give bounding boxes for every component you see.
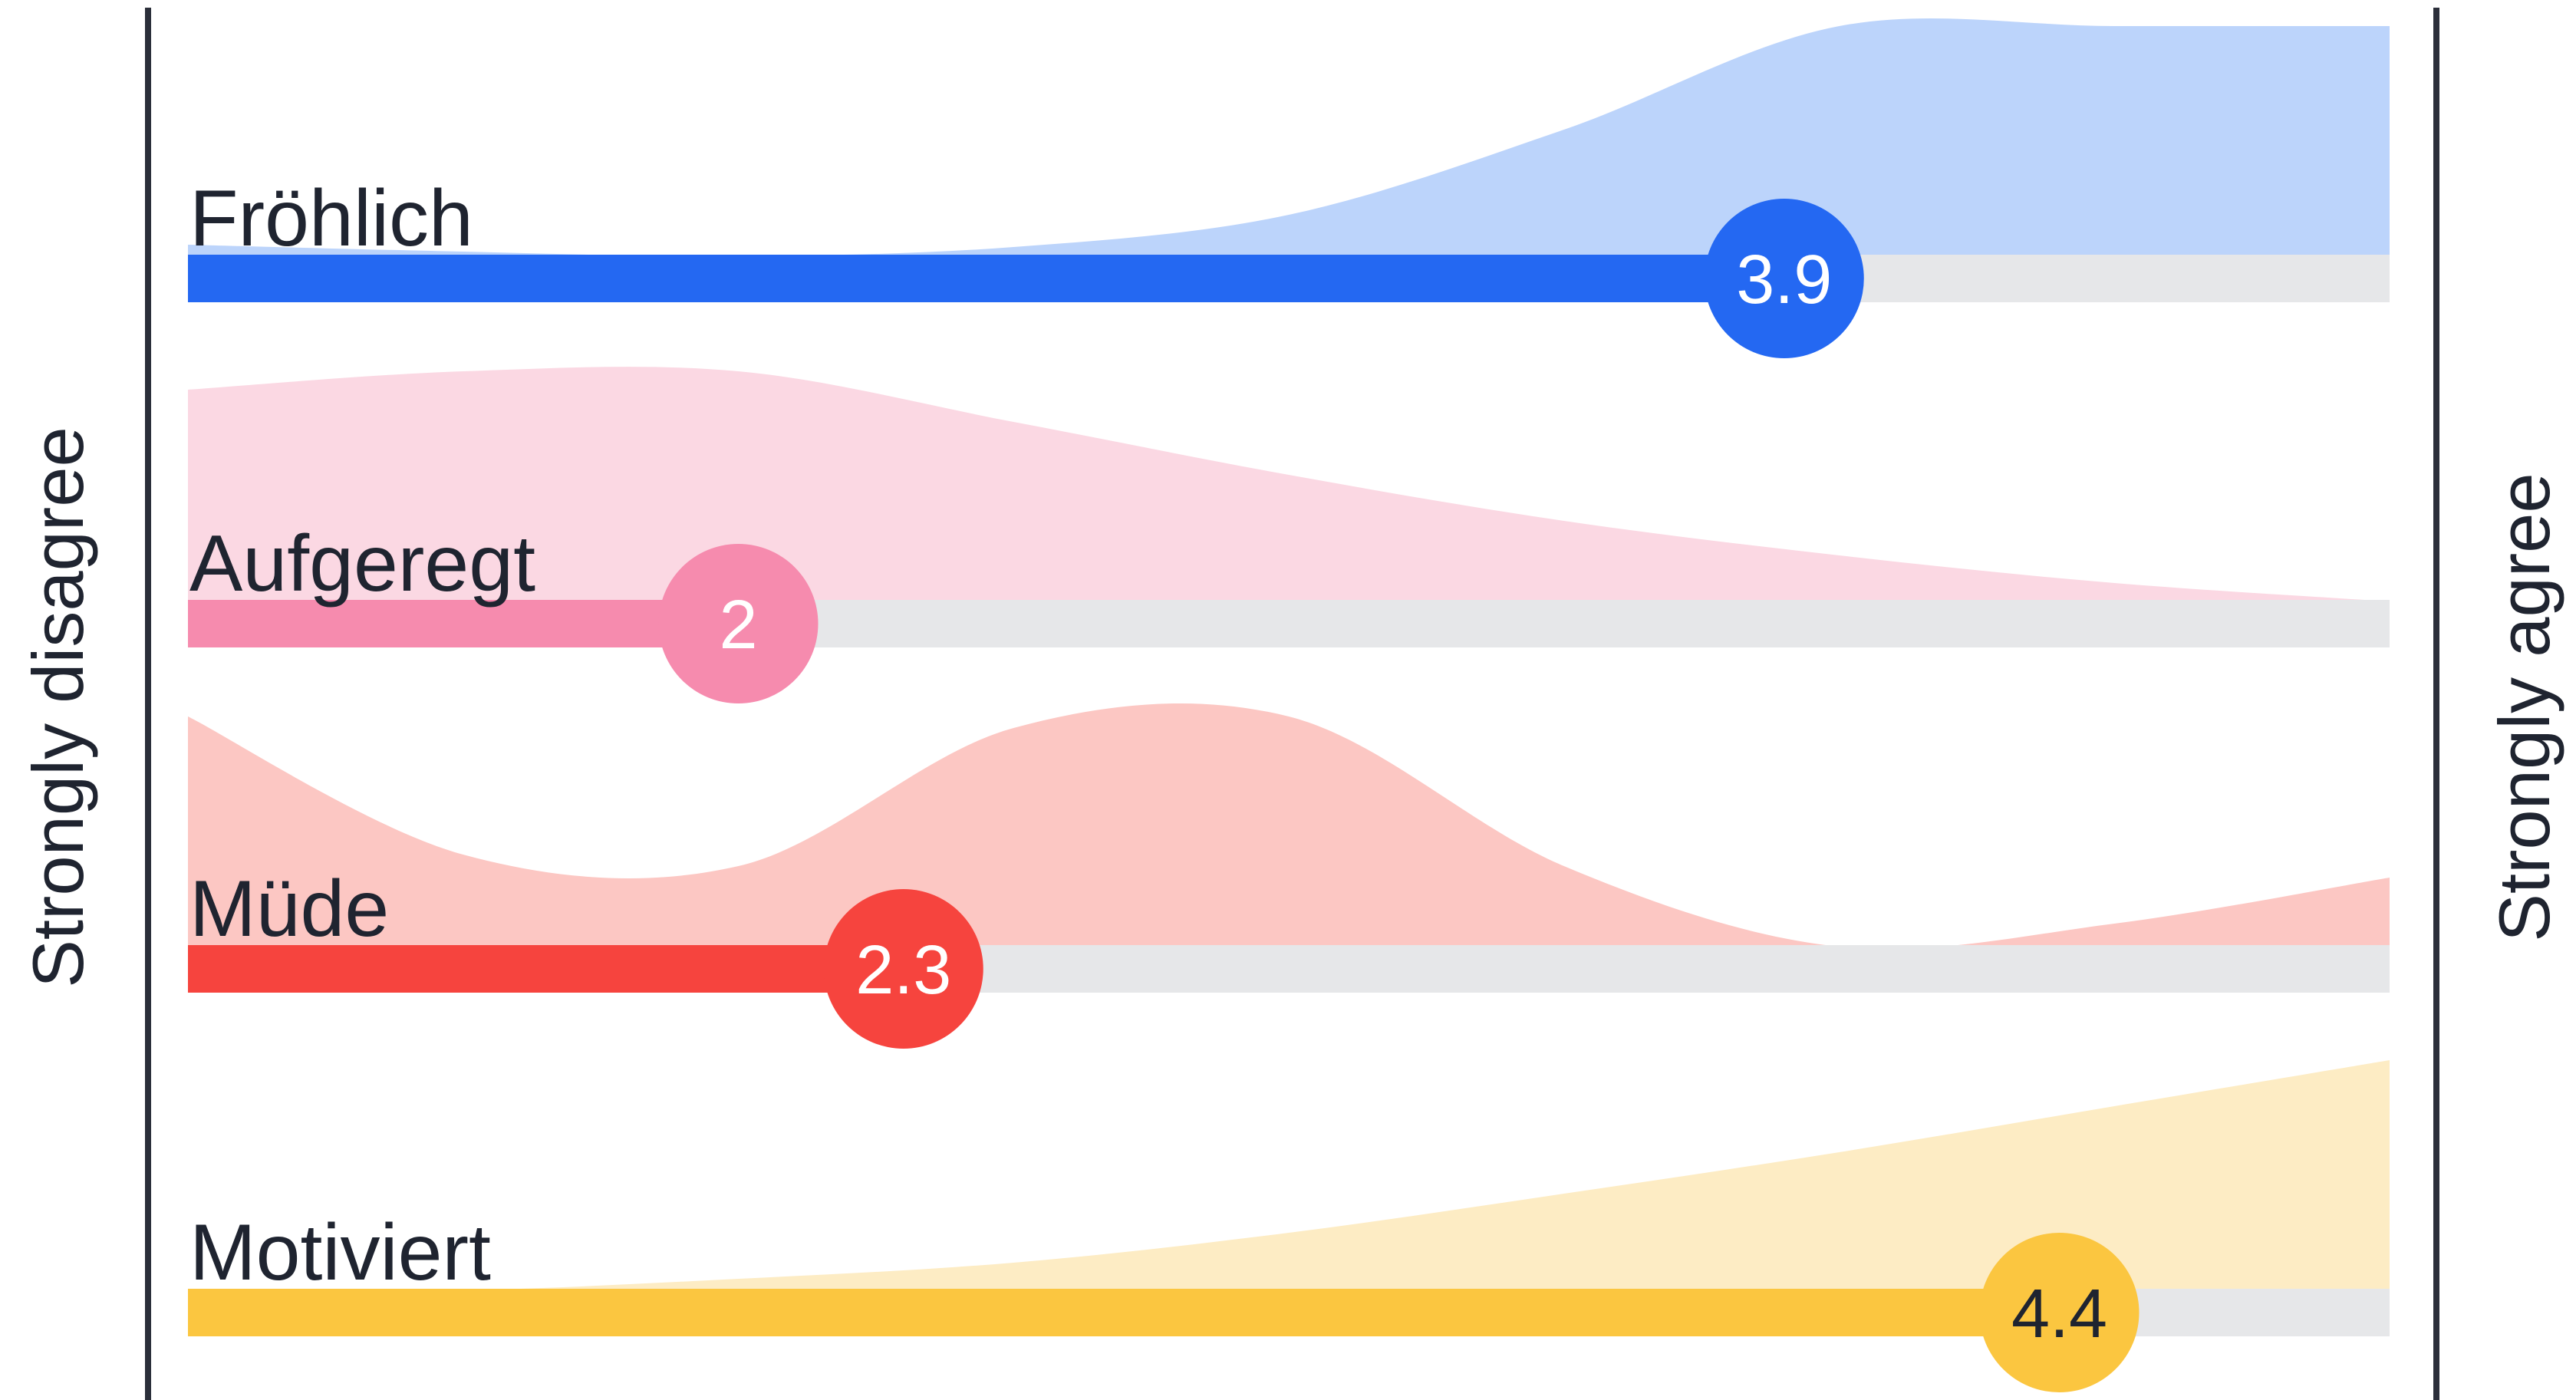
value-label: 2 [719,587,757,664]
rows-group: Fröhlich 3.9 Aufgeregt 2 Müde 2.3 Motiviert 4.4 [188,18,2390,1392]
value-marker [1979,1233,2140,1392]
value-label: 2.3 [855,932,951,1009]
left-scale-label: Strongly disagree [18,427,98,988]
row-fröhlich: Fröhlich 3.9 [188,18,2390,358]
density-area [188,367,2390,601]
value-bar [188,255,1784,302]
value-label: 3.9 [1736,242,1832,318]
row-motiviert: Motiviert 4.4 [188,1060,2390,1392]
row-label: Aufgeregt [189,519,535,608]
row-label: Müde [189,865,389,954]
row-aufgeregt: Aufgeregt 2 [188,367,2390,703]
row-müde: Müde 2.3 [188,703,2390,1049]
density-area [188,703,2390,950]
value-marker [658,544,819,703]
right-scale-label: Strongly agree [2484,473,2564,941]
value-bar [188,1289,2060,1336]
value-label: 4.4 [2011,1276,2107,1352]
row-label: Motiviert [189,1208,491,1297]
value-marker [823,889,983,1049]
row-label: Fröhlich [189,174,473,263]
value-bar [188,600,739,647]
value-bar [188,945,904,993]
density-area [188,18,2390,257]
density-area [188,1060,2390,1292]
value-marker [1704,199,1864,358]
